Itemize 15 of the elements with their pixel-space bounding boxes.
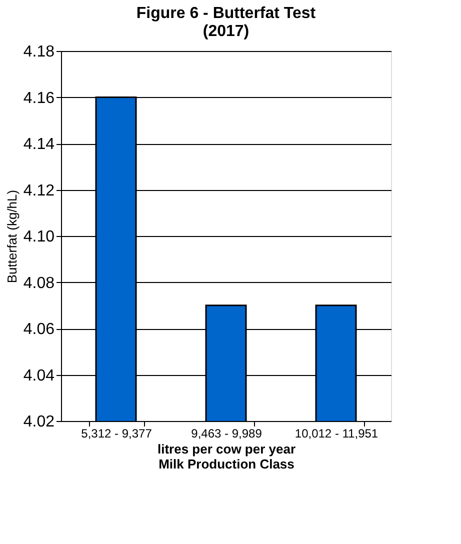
- y-tick-label: 4.04: [23, 367, 55, 384]
- y-tick-label: 4.06: [23, 321, 55, 338]
- x-tick-label: 10,012 - 11,951: [294, 426, 378, 440]
- y-tick-label: 4.14: [23, 136, 55, 153]
- x-tick-label: 5,312 - 9,377: [81, 426, 152, 440]
- chart-title: Figure 6 - Butterfat Test (2017): [136, 5, 316, 40]
- x-tick-label: 9,463 - 9,989: [191, 426, 262, 440]
- y-tick-label: 4.10: [23, 228, 55, 246]
- y-tick-label: 4.18: [23, 44, 55, 60]
- y-tick-label: 4.02: [23, 414, 55, 430]
- y-tick-label: 4.16: [23, 90, 55, 107]
- y-tick-label: 4.08: [23, 274, 55, 292]
- x-axis-title: litres per cow per year Milk Production Class: [157, 442, 296, 472]
- y-tick-label: 4.12: [23, 182, 55, 200]
- y-axis-title: Butterfat (kg/hL): [4, 190, 20, 284]
